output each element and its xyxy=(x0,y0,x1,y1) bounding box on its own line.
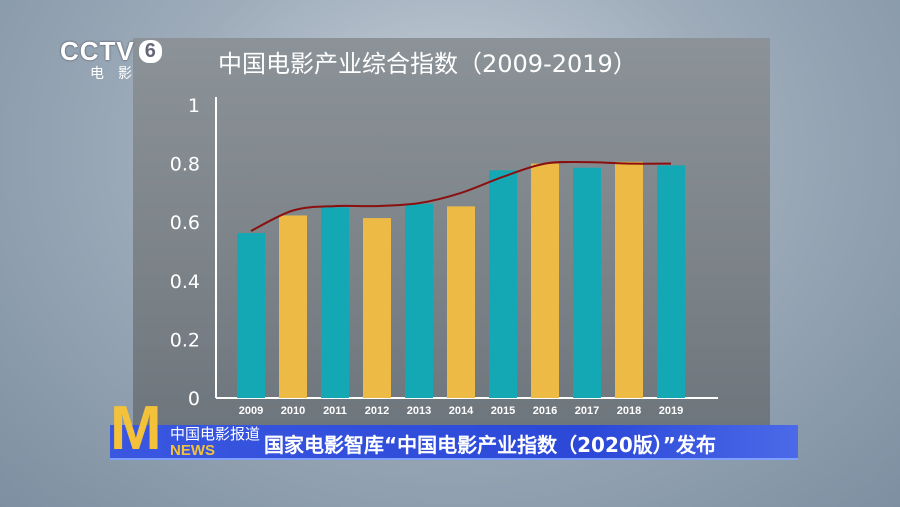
x-tick-label: 2012 xyxy=(365,405,389,417)
bar-2012 xyxy=(363,218,391,398)
news-label: NEWS xyxy=(170,442,215,459)
y-tick-label: 1 xyxy=(188,95,200,117)
x-tick-label: 2013 xyxy=(407,405,431,417)
m-logo: M xyxy=(110,400,162,458)
y-tick-label: 0.2 xyxy=(170,329,200,351)
x-tick-label: 2018 xyxy=(617,405,641,417)
news-banner xyxy=(110,425,798,460)
channel-number: 6 xyxy=(138,40,162,63)
bar-2014 xyxy=(447,206,475,398)
x-tick-label: 2009 xyxy=(239,405,263,417)
y-tick-label: 0.8 xyxy=(170,154,200,176)
trend-line xyxy=(250,160,672,232)
x-tick-label: 2014 xyxy=(449,405,474,417)
program-name: 中国电影报道 xyxy=(170,425,261,443)
chart-title: 中国电影产业综合指数（2009-2019） xyxy=(218,50,637,78)
bar-2018 xyxy=(615,161,643,398)
bar-2017 xyxy=(573,167,601,398)
bar-2009 xyxy=(237,233,265,398)
logo-text: CCTV xyxy=(60,36,135,66)
bar-2019 xyxy=(657,165,685,398)
x-tick-label: 2019 xyxy=(659,405,683,417)
x-tick-label: 2010 xyxy=(281,405,305,417)
bar-2013 xyxy=(405,203,433,398)
bar-2010 xyxy=(279,215,307,398)
cctv6-logo: CCTV 6 电影 xyxy=(60,36,162,83)
bar-2015 xyxy=(489,170,517,398)
x-tick-label: 2015 xyxy=(491,405,515,417)
y-tick-label: 0.4 xyxy=(170,271,200,293)
program-source: 中国电影报道 NEWS xyxy=(170,425,261,460)
headline: 国家电影智库“中国电影产业指数（2020版）”发布 xyxy=(264,433,716,457)
bar-2016 xyxy=(531,163,559,398)
y-tick-label: 0 xyxy=(188,388,200,410)
x-tick-label: 2017 xyxy=(575,405,599,417)
y-tick-label: 0.6 xyxy=(170,212,200,234)
x-tick-label: 2011 xyxy=(323,405,347,417)
channel-subtitle: 电影 xyxy=(90,66,146,82)
x-tick-label: 2016 xyxy=(533,405,557,417)
bar-2011 xyxy=(321,207,349,398)
